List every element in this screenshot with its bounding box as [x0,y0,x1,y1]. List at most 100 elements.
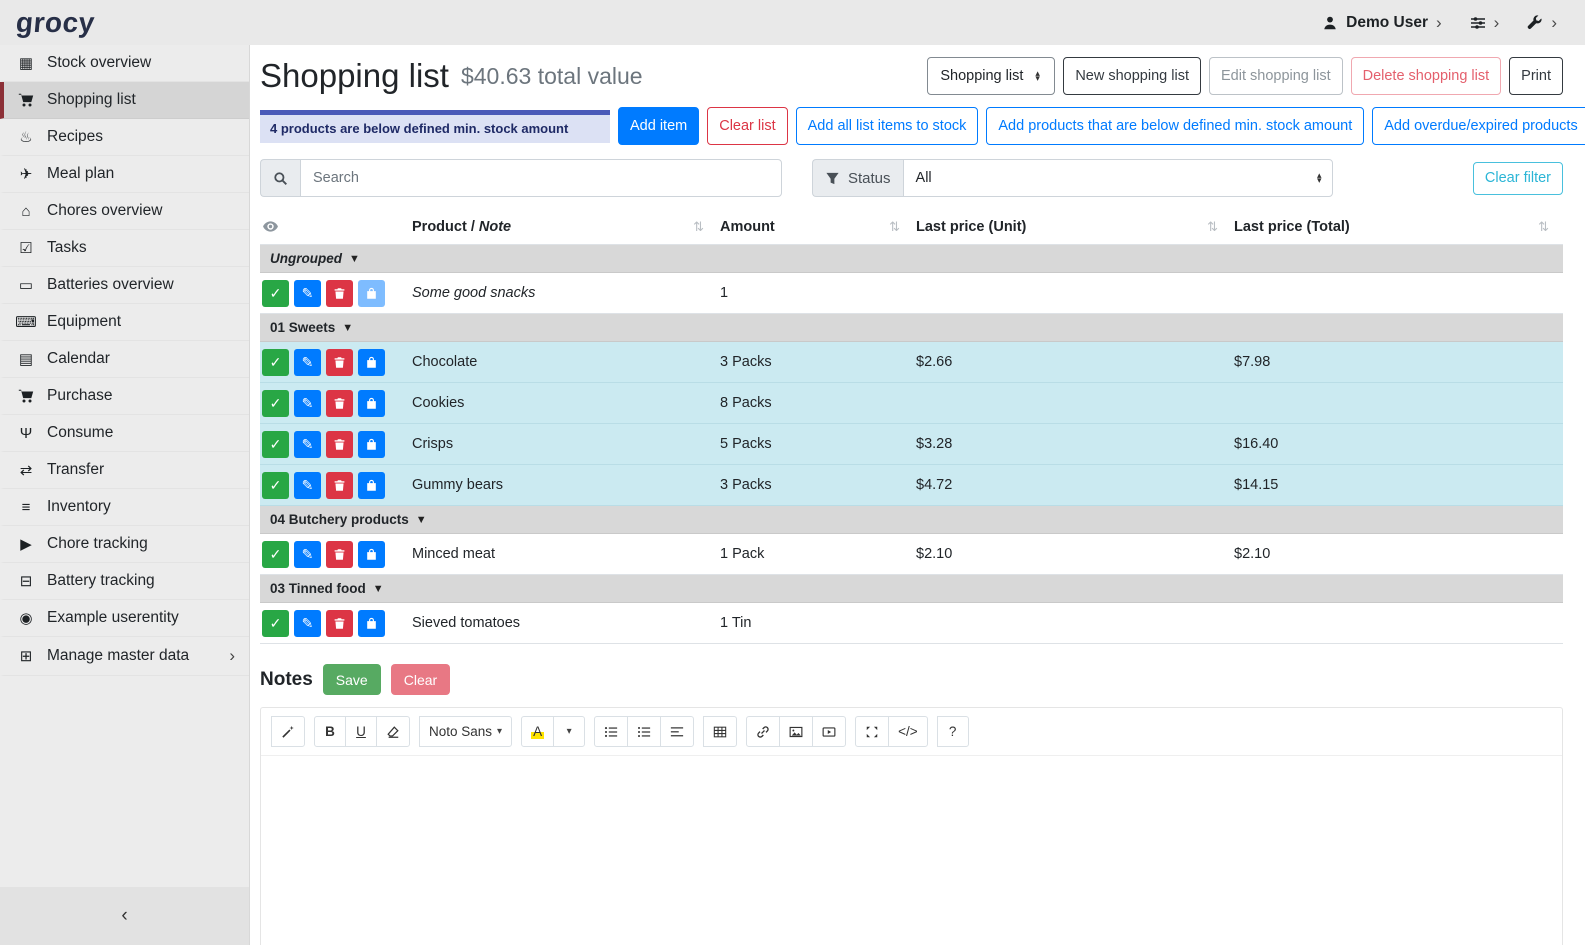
sidebar-item-stock-overview[interactable]: ▦Stock overview [0,45,249,82]
mark-done-button[interactable]: ✓ [262,541,289,568]
delete-item-button[interactable] [326,280,353,307]
settings-menu[interactable]: › [1470,13,1500,33]
clear-filter-button[interactable]: Clear filter [1473,162,1563,195]
col-last-price-unit[interactable]: Last price (Unit) ⇅ [914,211,1232,244]
sidebar-item-battery-tracking[interactable]: ⊟Battery tracking [0,563,249,600]
sidebar-item-tasks[interactable]: ☑Tasks [0,230,249,267]
shopping-list-select[interactable]: Shopping list ▴▾ [927,57,1055,95]
table-button[interactable] [703,716,737,747]
group-row-03-tinned-food[interactable]: 03 Tinned food▼ [260,575,1563,603]
fullscreen-button[interactable] [855,716,889,747]
check-icon: ✓ [270,477,282,494]
sidebar-item-consume[interactable]: ΨConsume [0,415,249,452]
delete-item-button[interactable] [326,390,353,417]
unordered-list-button[interactable] [594,716,628,747]
app-logo[interactable]: grocy [0,7,251,39]
editor-content[interactable] [261,756,1562,945]
group-row-04-butchery-products[interactable]: 04 Butchery products▼ [260,506,1563,534]
save-notes-button[interactable]: Save [323,664,381,695]
clear-list-button[interactable]: Clear list [707,107,787,145]
font-family-dropdown[interactable]: Noto Sans▾ [419,716,512,747]
delete-item-button[interactable] [326,349,353,376]
help-button[interactable]: ? [937,716,969,747]
add-to-stock-button[interactable] [358,472,385,499]
user-menu[interactable]: Demo User › [1322,13,1442,33]
delete-item-button[interactable] [326,610,353,637]
group-row-ungrouped[interactable]: Ungrouped▼ [260,245,1563,273]
delete-item-button[interactable] [326,472,353,499]
edit-item-button[interactable]: ✎ [294,280,321,307]
add-to-stock-button[interactable] [358,541,385,568]
caret-down-icon: ▼ [349,253,360,265]
add-to-stock-button[interactable] [358,349,385,376]
paragraph-button[interactable] [660,716,694,747]
bold-button[interactable]: B [314,716,346,747]
last-price-total: $2.10 [1232,546,1563,562]
ordered-list-button[interactable] [627,716,661,747]
edit-item-button[interactable]: ✎ [294,349,321,376]
search-input[interactable] [300,159,782,197]
sidebar-item-calendar[interactable]: ▤Calendar [0,341,249,378]
delete-item-button[interactable] [326,431,353,458]
trash-icon [333,617,346,630]
add-overdue-button[interactable]: Add overdue/expired products [1372,107,1585,145]
edit-item-button[interactable]: ✎ [294,541,321,568]
col-product-note[interactable]: Product / Note ⇅ [410,211,718,244]
clear-format-button[interactable] [376,716,410,747]
min-stock-banner[interactable]: 4 products are below defined min. stock … [260,110,610,143]
add-all-to-stock-button[interactable]: Add all list items to stock [796,107,979,145]
sidebar-item-purchase[interactable]: Purchase [0,378,249,415]
edit-item-button[interactable]: ✎ [294,472,321,499]
edit-shopping-list-button[interactable]: Edit shopping list [1209,57,1343,95]
mark-done-button[interactable]: ✓ [262,610,289,637]
sidebar-item-inventory[interactable]: ≡Inventory [0,489,249,526]
cart-plus-icon [16,388,36,404]
edit-item-button[interactable]: ✎ [294,390,321,417]
print-button[interactable]: Print [1509,57,1563,95]
col-last-price-total[interactable]: Last price (Total) ⇅ [1232,211,1563,244]
mark-done-button[interactable]: ✓ [262,472,289,499]
add-item-button[interactable]: Add item [618,107,699,145]
mark-done-button[interactable]: ✓ [262,280,289,307]
add-below-min-button[interactable]: Add products that are below defined min.… [986,107,1364,145]
column-visibility[interactable] [260,211,410,244]
style-button[interactable] [271,716,305,747]
status-select[interactable]: All ▴▾ [903,159,1333,197]
picture-button[interactable] [779,716,813,747]
mark-done-button[interactable]: ✓ [262,431,289,458]
mark-done-button[interactable]: ✓ [262,390,289,417]
add-to-stock-button[interactable] [358,431,385,458]
video-button[interactable] [812,716,846,747]
sidebar-collapse-button[interactable]: ‹ [0,887,249,945]
codeview-button[interactable]: </> [888,716,928,747]
edit-item-button[interactable]: ✎ [294,431,321,458]
sidebar-item-meal-plan[interactable]: ✈Meal plan [0,156,249,193]
new-shopping-list-button[interactable]: New shopping list [1063,57,1201,95]
sidebar-item-shopping-list[interactable]: Shopping list [0,82,249,119]
sidebar-item-manage-master-data[interactable]: ⊞Manage master data› [0,637,249,676]
mark-done-button[interactable]: ✓ [262,349,289,376]
underline-button[interactable]: U [345,716,377,747]
sidebar-item-chore-tracking[interactable]: ▶Chore tracking [0,526,249,563]
text-color-dropdown[interactable]: ▾ [553,716,585,747]
sidebar-item-chores-overview[interactable]: ⌂Chores overview [0,193,249,230]
edit-item-button[interactable]: ✎ [294,610,321,637]
add-to-stock-button[interactable] [358,280,385,307]
add-to-stock-button[interactable] [358,390,385,417]
clear-notes-button[interactable]: Clear [391,664,450,695]
link-button[interactable] [746,716,780,747]
col-amount[interactable]: Amount ⇅ [718,211,914,244]
text-color-button[interactable]: A [521,716,554,747]
admin-menu[interactable]: › [1527,13,1557,33]
sidebar-item-batteries-overview[interactable]: ▭Batteries overview [0,267,249,304]
sidebar-item-recipes[interactable]: ♨Recipes [0,119,249,156]
sidebar-item-transfer[interactable]: ⇄Transfer [0,452,249,489]
delete-shopping-list-button[interactable]: Delete shopping list [1351,57,1502,95]
sidebar-item-example-userentity[interactable]: ◉Example userentity [0,600,249,637]
sidebar-item-equipment[interactable]: ⌨Equipment [0,304,249,341]
add-to-stock-button[interactable] [358,610,385,637]
group-row-01-sweets[interactable]: 01 Sweets▼ [260,314,1563,342]
list-ol-icon [637,725,651,739]
delete-item-button[interactable] [326,541,353,568]
sort-icon: ⇅ [693,219,704,235]
